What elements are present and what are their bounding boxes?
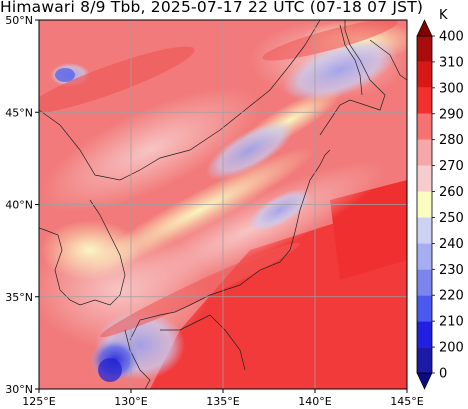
y-axis: 50°N 45°N 40°N 35°N 30°N bbox=[5, 14, 39, 396]
x-tick-label: 125°E bbox=[22, 395, 55, 408]
y-tick-label: 35°N bbox=[5, 291, 33, 304]
x-tick-label: 145°E bbox=[390, 395, 423, 408]
colorbar-label: 210 bbox=[439, 315, 464, 330]
colorbar-segment bbox=[417, 165, 432, 192]
colorbar-label: 310 bbox=[439, 55, 464, 70]
coastlines bbox=[39, 20, 407, 389]
colorbar-label: 220 bbox=[439, 289, 464, 304]
colorbar-segment bbox=[417, 217, 432, 244]
y-tick-label: 30°N bbox=[5, 383, 33, 396]
colorbar-label: 260 bbox=[439, 185, 464, 200]
colorbar-label: 230 bbox=[439, 263, 464, 278]
colorbar-label: 200 bbox=[439, 341, 464, 356]
colorbar: 0 200 210 220 230 240 250 260 270 280 290 300 310 400… bbox=[416, 8, 464, 390]
colorbar-label: 300 bbox=[439, 81, 464, 96]
colorbar-label: 280 bbox=[439, 133, 464, 148]
colorbar-label: 0 bbox=[439, 367, 447, 382]
colorbar-label: 400 bbox=[439, 30, 464, 45]
colorbar-extend-low bbox=[416, 372, 433, 390]
tbb-field bbox=[39, 20, 407, 389]
x-tick-label: 140°E bbox=[298, 395, 331, 408]
x-tick-label: 135°E bbox=[206, 395, 239, 408]
colorbar-segment bbox=[417, 269, 432, 296]
colorbar-segment bbox=[417, 191, 432, 218]
colorbar-unit: K bbox=[439, 8, 448, 23]
gridlines bbox=[39, 20, 407, 389]
colorbar-segment bbox=[417, 139, 432, 166]
y-tick-label: 45°N bbox=[5, 106, 33, 119]
colorbar-label: 250 bbox=[439, 211, 464, 226]
colorbar-frame bbox=[416, 35, 433, 374]
colorbar-label: 240 bbox=[439, 237, 464, 252]
map-title: Himawari 8/9 Tbb, 2025-07-17 22 UTC (07-… bbox=[0, 0, 424, 16]
colorbar-label: 270 bbox=[439, 159, 464, 174]
colorbar-segment bbox=[417, 321, 432, 348]
colorbar-extend-high bbox=[416, 19, 433, 37]
x-axis: 125°E 130°E 135°E 140°E 145°E bbox=[22, 389, 424, 408]
colorbar-segment bbox=[417, 243, 432, 270]
y-tick-label: 50°N bbox=[5, 14, 33, 27]
colorbar-segment bbox=[417, 295, 432, 322]
x-tick-label: 130°E bbox=[114, 395, 147, 408]
colorbar-segment bbox=[417, 347, 432, 373]
colorbar-label: 290 bbox=[439, 107, 464, 122]
y-tick-label: 40°N bbox=[5, 199, 33, 212]
colorbar-segment bbox=[417, 113, 432, 140]
colorbar-segment bbox=[417, 61, 432, 88]
colorbar-segment bbox=[417, 36, 432, 62]
colorbar-segment bbox=[417, 87, 432, 114]
